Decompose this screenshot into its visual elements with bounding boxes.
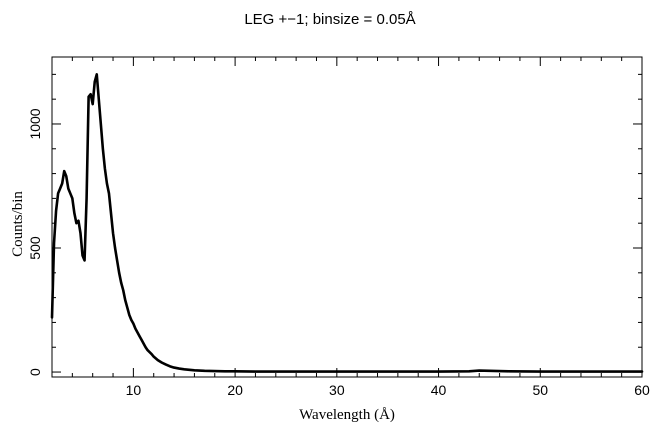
x-axis-tick-labels: 10 20 30 40 50 60 bbox=[126, 382, 650, 398]
x-tick-label: 60 bbox=[634, 382, 650, 398]
y-tick-label: 0 bbox=[27, 368, 43, 376]
x-tick-label: 40 bbox=[431, 382, 447, 398]
x-tick-label: 20 bbox=[227, 382, 243, 398]
y-axis-label: Counts/bin bbox=[10, 191, 26, 257]
x-tick-label: 10 bbox=[126, 382, 142, 398]
y-tick-label: 500 bbox=[27, 236, 43, 260]
plot-frame bbox=[51, 56, 643, 378]
spectrum-line bbox=[50, 73, 644, 373]
y-tick-label: 1000 bbox=[27, 108, 43, 139]
x-tick-label: 50 bbox=[532, 382, 548, 398]
chart-title: LEG +−1; binsize = 0.05Å bbox=[244, 11, 415, 28]
y-axis-tick-labels: 0 500 1000 bbox=[27, 108, 43, 376]
y-axis-ticks bbox=[52, 73, 642, 373]
x-axis-ticks bbox=[51, 57, 643, 377]
x-axis-label: Wavelength (Å) bbox=[299, 407, 395, 423]
x-tick-label: 30 bbox=[329, 382, 345, 398]
